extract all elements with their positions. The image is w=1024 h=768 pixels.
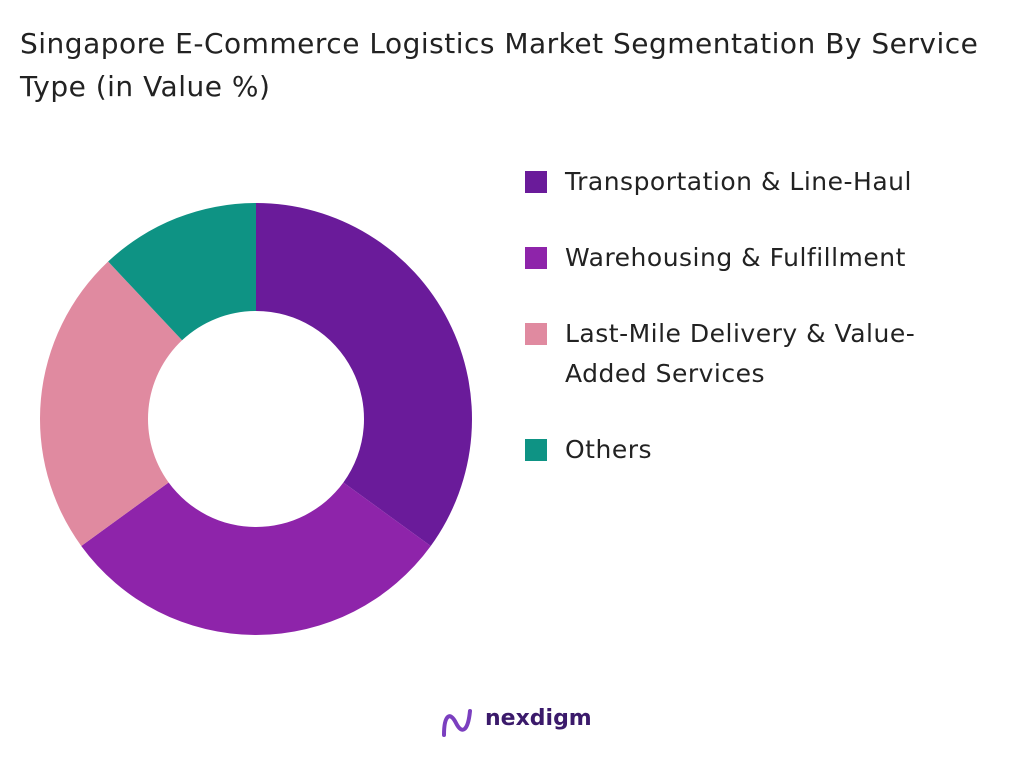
donut-slice (81, 482, 431, 635)
legend-label: Warehousing & Fulfillment (565, 243, 906, 272)
legend-label: Transportation & Line-Haul (565, 167, 912, 196)
chart (39, 203, 473, 635)
legend-item: Transportation & Line-Haul (525, 162, 995, 202)
legend-swatch (525, 171, 547, 193)
brand-logo (442, 709, 472, 737)
legend-item: Others (525, 430, 995, 470)
legend-item: Last-Mile Delivery & Value-Added Service… (525, 314, 995, 394)
donut-slice (256, 203, 473, 546)
legend-label: Last-Mile Delivery & Value-Added Service… (565, 319, 916, 388)
donut-slice (39, 261, 183, 546)
legend-swatch (525, 247, 547, 269)
legend: Transportation & Line-Haul Warehousing & … (525, 162, 995, 506)
chart-title: Singapore E-Commerce Logistics Market Se… (20, 27, 979, 103)
legend-swatch (525, 439, 547, 461)
donut-slice (108, 203, 257, 341)
legend-label: Others (565, 435, 653, 464)
legend-item: Warehousing & Fulfillment (525, 238, 995, 278)
legend-swatch (525, 323, 547, 345)
brand-name: nexdigm (485, 706, 592, 731)
